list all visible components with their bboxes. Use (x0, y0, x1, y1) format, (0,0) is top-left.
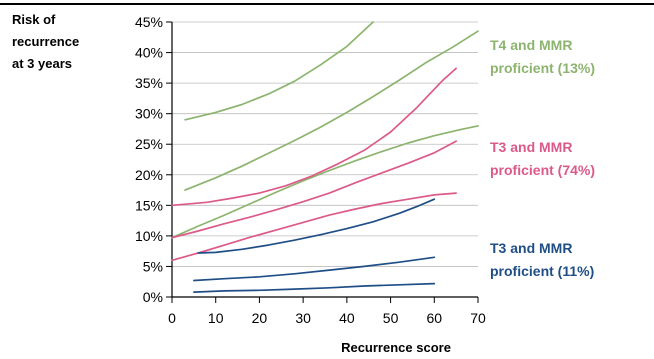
x-axis-label: Recurrence score (341, 340, 451, 355)
legend-label-group1: proficient (13%) (490, 60, 595, 76)
y-tick-label: 20% (135, 167, 163, 183)
series-line-group2-1 (171, 67, 457, 207)
series-line-group2-2 (171, 140, 457, 239)
y-axis-label-line-3: at 3 years (12, 56, 72, 71)
series-line-group3-1 (197, 198, 436, 254)
series-line-group1-2 (184, 30, 479, 191)
legend-label-group3: T3 and MMR (490, 240, 572, 256)
y-tick-label: 35% (135, 75, 163, 91)
top-rule (0, 3, 654, 5)
y-tick-label: 10% (135, 228, 163, 244)
y-tick-label: 5% (143, 258, 163, 274)
axes: 0% 5% 10% 15% 20% 25% 30% 35% 40% 45% 0 10 20 30 40 50 6… (135, 14, 486, 326)
y-axis-label-line-2: recurrence (12, 34, 79, 49)
legend-label-group2: proficient (74%) (490, 162, 595, 178)
series-line-group3-3 (193, 282, 436, 293)
x-tick-label: 0 (168, 310, 176, 326)
y-tick-label: 15% (135, 197, 163, 213)
series-line-group3-2 (193, 256, 436, 282)
gridlines (172, 21, 478, 267)
x-tick-label: 40 (339, 310, 355, 326)
legend-label-group1: T4 and MMR (490, 37, 572, 53)
x-tick-label: 70 (470, 310, 486, 326)
series-line-group1-1 (184, 21, 374, 121)
y-tick-label: 30% (135, 106, 163, 122)
x-tick-label: 50 (383, 310, 399, 326)
legend-label-group2: T3 and MMR (490, 139, 572, 155)
y-tick-label: 40% (135, 45, 163, 61)
x-tick-label: 30 (295, 310, 311, 326)
y-tick-label: 45% (135, 14, 163, 30)
x-tick-label: 20 (252, 310, 268, 326)
series-lines (171, 21, 479, 293)
y-tick-label: 25% (135, 136, 163, 152)
x-tick-label: 60 (426, 310, 442, 326)
y-axis-label-line-1: Risk of (12, 12, 56, 27)
series-line-group1-3 (171, 125, 479, 239)
x-tick-label: 10 (208, 310, 224, 326)
legend-label-group3: proficient (11%) (490, 263, 594, 279)
series-line-group2-3 (171, 192, 457, 262)
y-tick-label: 0% (143, 289, 163, 305)
legend: T4 and MMR proficient (13%) T3 and MMR prof… (490, 37, 595, 279)
